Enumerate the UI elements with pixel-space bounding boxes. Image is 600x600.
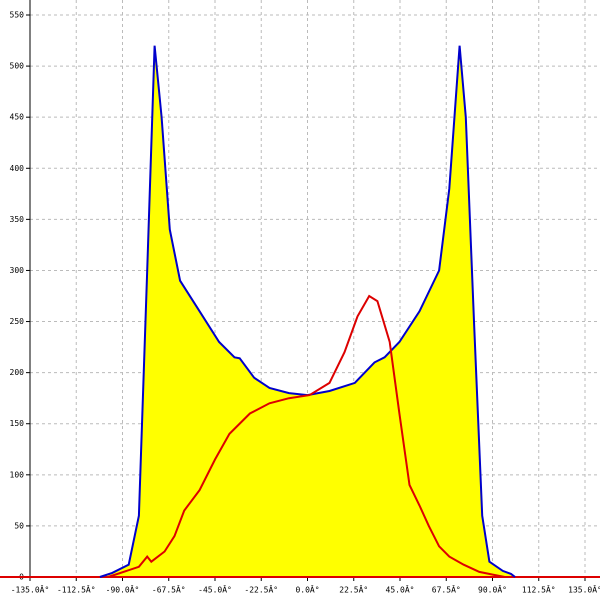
area [99, 45, 516, 577]
x-tick-label: 112.5Â° [522, 584, 556, 595]
x-tick-label: 0.0Â° [295, 584, 319, 595]
y-tick-label: 400 [10, 164, 25, 173]
y-tick-label: 50 [14, 521, 24, 530]
y-tick-label: 500 [10, 62, 25, 71]
y-tick-label: 350 [10, 215, 25, 224]
x-tick-label: 22.5Â° [339, 584, 368, 595]
line [107, 294, 505, 578]
y-tick-label: 250 [10, 317, 25, 326]
y-tick-label: 300 [10, 266, 25, 275]
x-tick-label: 45.0Â° [386, 584, 415, 595]
y-tick-label: 450 [10, 113, 25, 122]
x-tick-label: -135.0Â° [11, 584, 50, 595]
x-tick-label: -90.0Â° [106, 584, 140, 595]
y-tick-label: 150 [10, 419, 25, 428]
x-tick-label: 135.0Â° [568, 584, 600, 595]
x-tick-label: -112.5Â° [57, 584, 96, 595]
x-tick-label: -22.5Â° [244, 584, 278, 595]
x-tick-label: -45.0Â° [198, 584, 232, 595]
y-tick-label: 550 [10, 11, 25, 20]
y-tick-label: 100 [10, 470, 25, 479]
x-tick-label: 67.5Â° [432, 584, 461, 595]
y-tick-label: 200 [10, 368, 25, 377]
x-tick-label: -67.5Â° [152, 584, 186, 595]
x-tick-label: 90.0Â° [478, 584, 507, 595]
